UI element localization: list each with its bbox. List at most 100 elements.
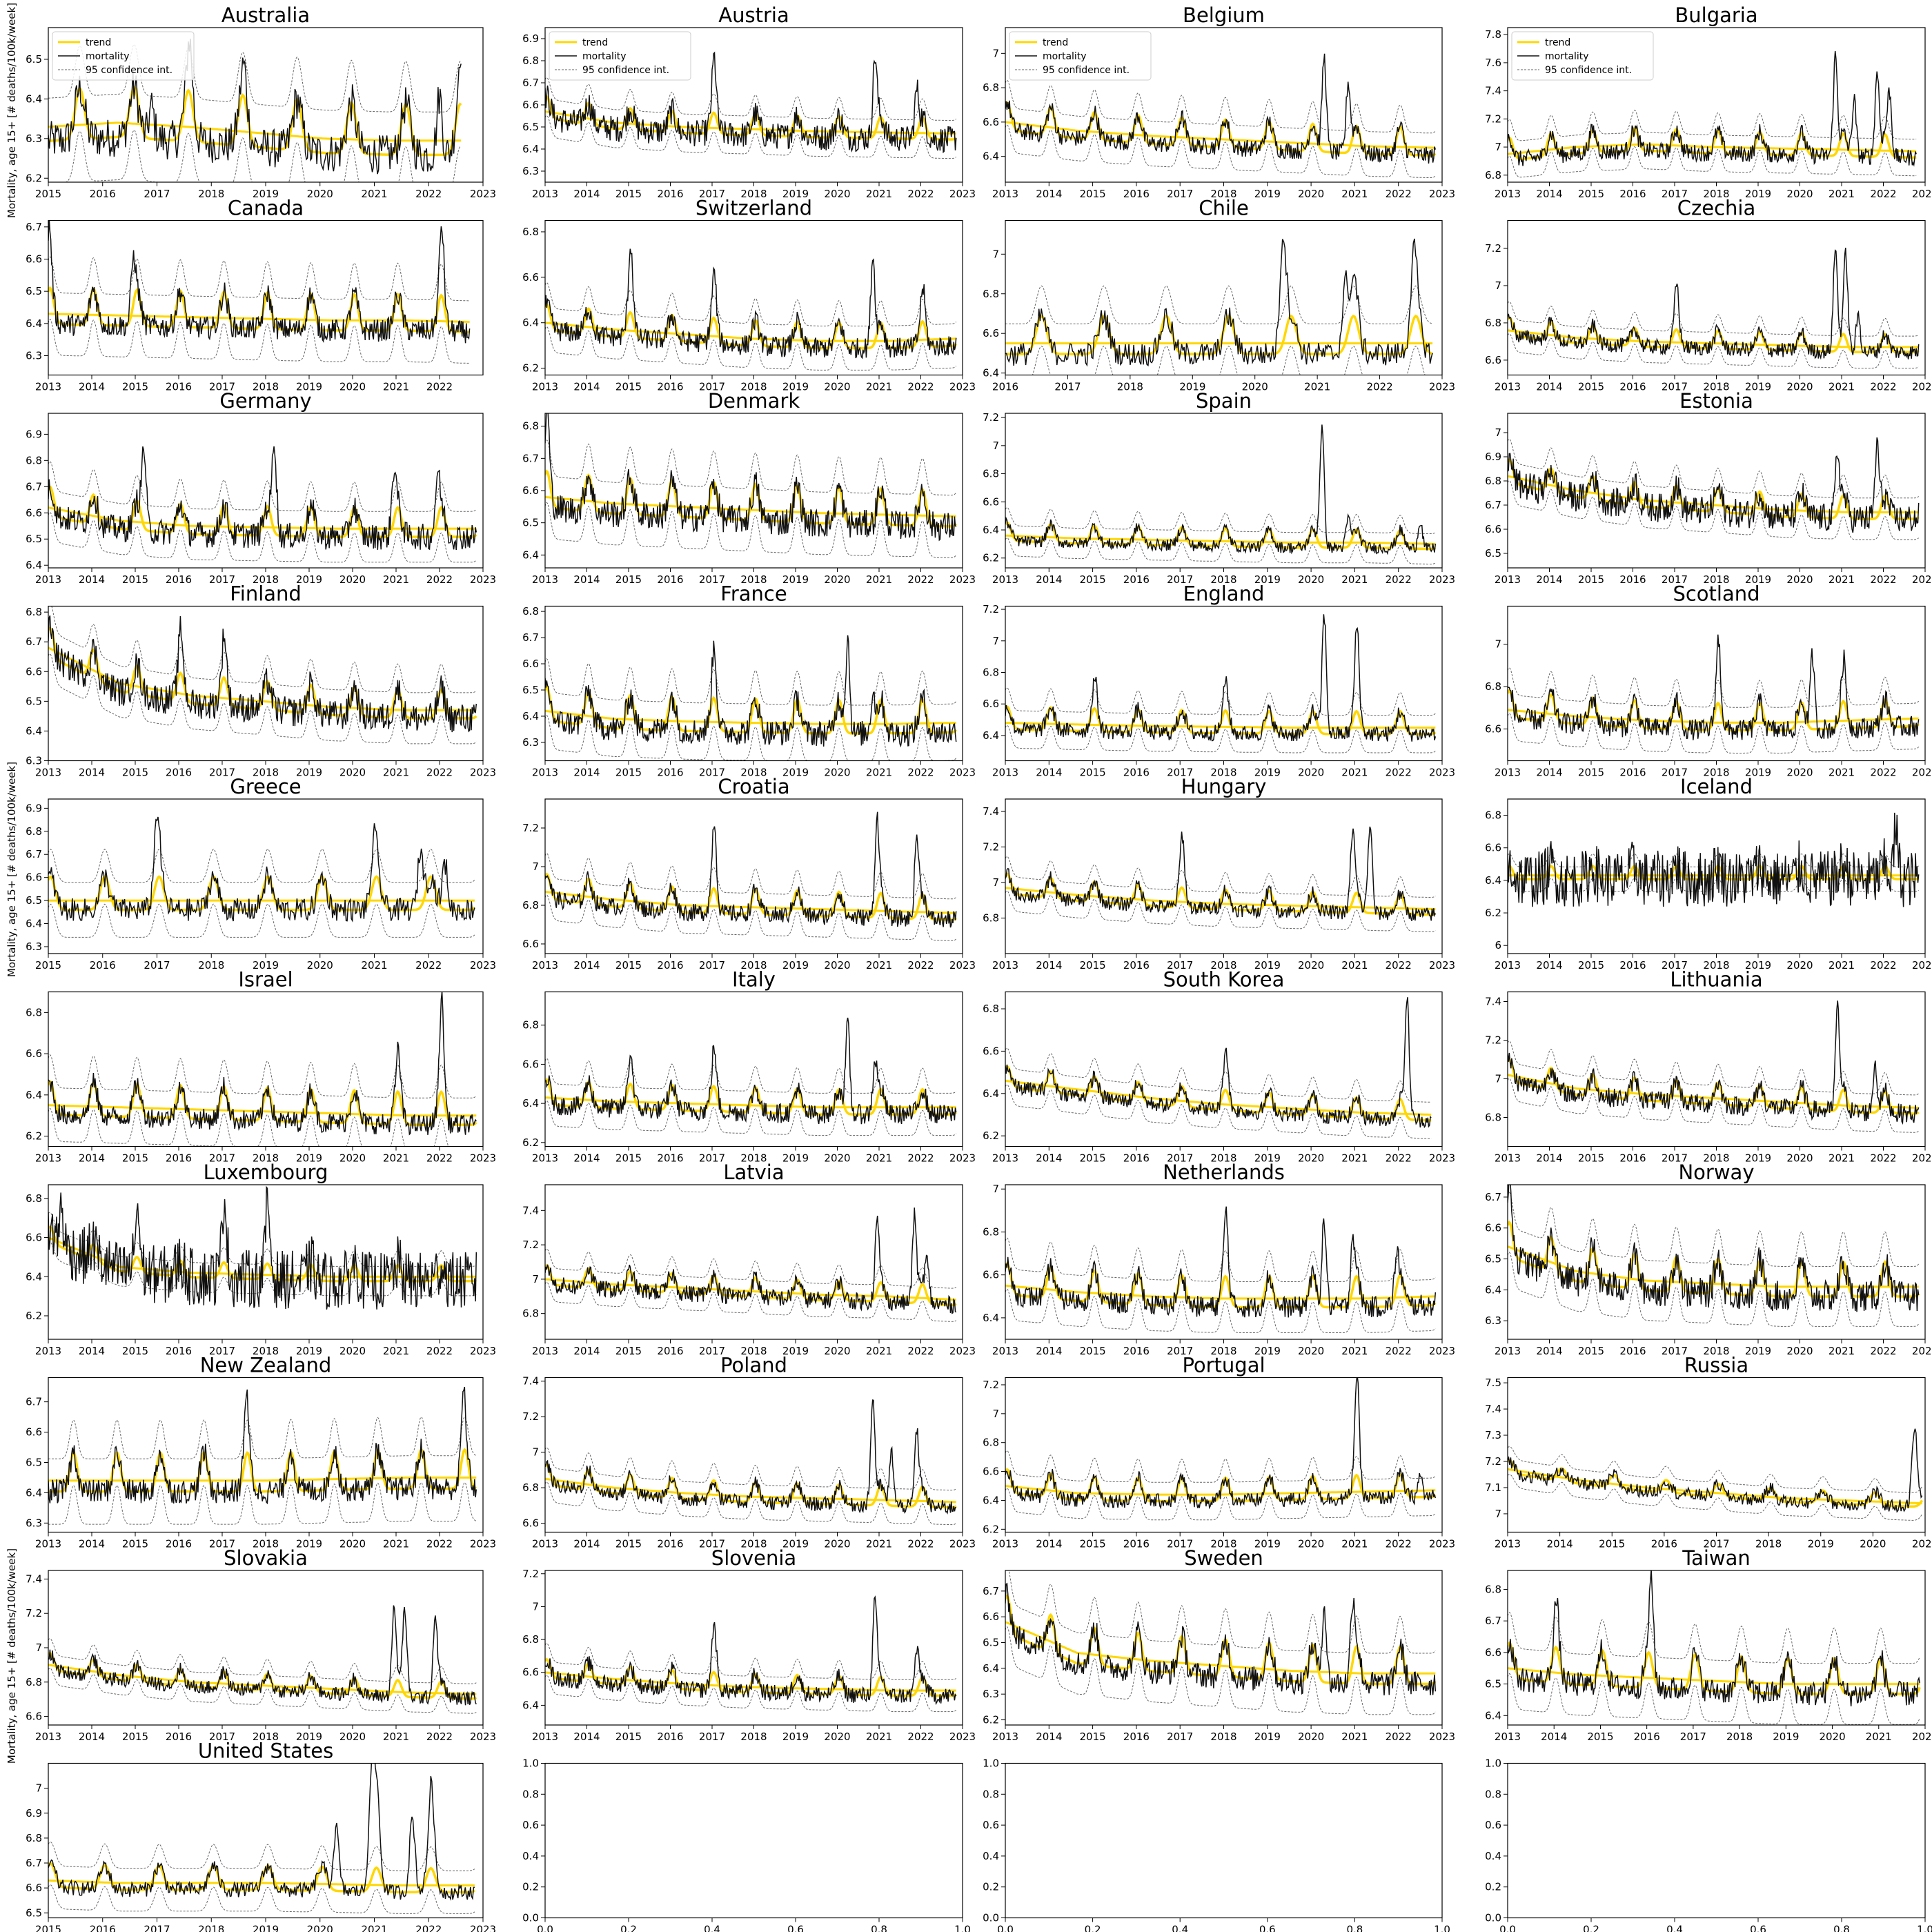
panel-bulgaria: Bulgaria 2013 2014 2015 2016 2017 2018 2019 2020… (1485, 3, 1932, 200)
x-tick-label: 2015 (1587, 1731, 1613, 1743)
plot-area (1508, 50, 1917, 178)
x-tick-label: 2019 (1254, 1538, 1281, 1550)
ci-upper-line (545, 1248, 956, 1289)
x-tick-label: 2019 (782, 959, 809, 972)
x-tick-label: 2016 (1619, 1345, 1646, 1357)
x-tick-label: 2023 (470, 1152, 496, 1165)
y-tick-label: 7 (992, 47, 999, 59)
x-tick-label: 2016 (1123, 573, 1150, 586)
legend-label: trend (582, 37, 608, 48)
x-tick-label: 2023 (470, 1924, 496, 1932)
y-tick-label: 6.7 (1485, 499, 1501, 511)
x-tick-label: 2016 (166, 767, 192, 779)
y-tick-label: 6.4 (983, 1312, 999, 1324)
panel-estonia: Estonia 2013 2014 2015 2016 2017 2018 2019 2020 2… (1485, 389, 1932, 586)
mortality-line (545, 635, 957, 748)
y-tick-label: 6.5 (26, 894, 42, 907)
y-tick-label: 6.8 (983, 1003, 999, 1015)
x-tick-label: 2018 (740, 959, 767, 972)
x-tick-label: 2020 (1786, 188, 1813, 200)
x-tick-label: 2016 (992, 381, 1018, 393)
y-tick-label: 7 (1495, 1508, 1501, 1520)
x-tick-label: 2019 (782, 1538, 809, 1550)
x-tick-label: 2018 (253, 1152, 279, 1165)
panel-slovakia: Slovakia 2013 2014 2015 2016 2017 2018 2019 2020… (26, 1546, 496, 1743)
ci-lower-line (545, 1675, 956, 1713)
legend-label: trend (86, 37, 111, 48)
y-tick-label: 6.8 (983, 81, 999, 94)
x-tick-label: 2015 (1578, 573, 1604, 586)
x-tick-label: 2019 (1745, 1345, 1771, 1357)
x-tick-label: 2015 (1080, 188, 1106, 200)
y-tick-label: 6.6 (522, 1058, 539, 1070)
x-tick-label: 2023 (1912, 381, 1932, 393)
y-tick-label: 6.4 (983, 524, 999, 536)
panel-new-zealand: New Zealand 2013 2014 2015 2016 2017 2018 2019 2… (26, 1354, 496, 1550)
y-tick-label: 0.2 (1485, 1881, 1501, 1893)
x-tick-label: 2016 (90, 1924, 116, 1932)
axes-frame (1507, 1377, 1926, 1533)
y-tick-label: 6.4 (983, 367, 999, 379)
x-tick-label: 2019 (1745, 188, 1771, 200)
x-tick-label: 2014 (573, 381, 600, 393)
x-tick-label: 2018 (1703, 767, 1729, 779)
x-tick-label: 2018 (1703, 381, 1729, 393)
panel-south-korea: South Korea 2013 2014 2015 2016 2017 2018 2019 2… (983, 968, 1455, 1165)
x-tick-label: 2018 (1210, 1731, 1236, 1743)
x-tick-label: 2017 (1167, 573, 1193, 586)
x-tick-label: 2020 (1819, 1731, 1845, 1743)
x-tick-label: 2017 (1680, 1731, 1706, 1743)
panel-title: England (1183, 582, 1265, 606)
y-tick-label: 6.2 (26, 1130, 42, 1143)
x-tick-label: 2021 (1341, 188, 1368, 200)
y-tick-label: 6.8 (522, 420, 539, 433)
y-tick-label: 6.5 (522, 684, 539, 696)
x-tick-label: 2013 (992, 1731, 1018, 1743)
x-tick-label: 2022 (1386, 959, 1412, 972)
panel-iceland: Iceland 2013 2014 2015 2016 2017 2018 2019 2020 2… (1485, 775, 1932, 972)
x-tick-label: 0.8 (871, 1924, 887, 1932)
ci-upper-line (1005, 1450, 1436, 1483)
y-tick-label: 6.8 (522, 1481, 539, 1494)
x-tick-label: 2013 (1495, 188, 1521, 200)
mortality-line (1508, 1428, 1923, 1513)
x-tick-label: 2016 (1123, 959, 1150, 972)
x-tick-label: 2021 (383, 1152, 409, 1165)
ci-lower-line (545, 1281, 956, 1322)
mortality-line (1508, 812, 1920, 907)
y-tick-label: 6.3 (522, 165, 539, 177)
x-tick-label: 2021 (866, 1152, 892, 1165)
y-tick-label: 6 (1495, 939, 1501, 952)
panel-title: Canada (228, 197, 304, 220)
mortality-line (1508, 634, 1920, 740)
x-tick-label: 2023 (1912, 1152, 1932, 1165)
panel-title: France (720, 582, 787, 606)
x-tick-label: 2017 (699, 188, 725, 200)
x-tick-label: 2019 (296, 1345, 322, 1357)
x-tick-label: 2013 (1495, 1345, 1521, 1357)
panel-luxembourg: Luxembourg 2013 2014 2015 2016 2017 2018 2019 20… (26, 1161, 496, 1357)
axes-frame (544, 1570, 963, 1726)
plot-area (545, 413, 958, 558)
y-axis-label: Mortality, age 15+ [# deaths/100k/week] (6, 762, 18, 977)
y-tick-label: 6.8 (522, 1019, 539, 1032)
x-tick-label: 2018 (740, 767, 767, 779)
x-tick-label: 2022 (1386, 767, 1412, 779)
x-tick-label: 2016 (1619, 959, 1646, 972)
mortality-line (545, 413, 957, 542)
x-tick-label: 2019 (296, 573, 322, 586)
panel-title: Russia (1684, 1354, 1748, 1377)
x-tick-label: 2020 (339, 381, 366, 393)
x-tick-label: 2018 (740, 573, 767, 586)
x-tick-label: 2022 (1870, 767, 1896, 779)
y-tick-label: 7 (35, 1782, 42, 1795)
x-tick-label: 2016 (657, 767, 683, 779)
x-tick-label: 2019 (782, 573, 809, 586)
ci-upper-line (545, 77, 957, 121)
y-tick-label: 6.5 (1485, 547, 1501, 560)
y-tick-label: 6.8 (522, 55, 539, 67)
y-tick-label: 6.6 (983, 1610, 999, 1623)
seasonal-trend-line (1005, 704, 1437, 736)
x-tick-label: 2022 (907, 767, 934, 779)
x-tick-label: 2018 (253, 1731, 279, 1743)
